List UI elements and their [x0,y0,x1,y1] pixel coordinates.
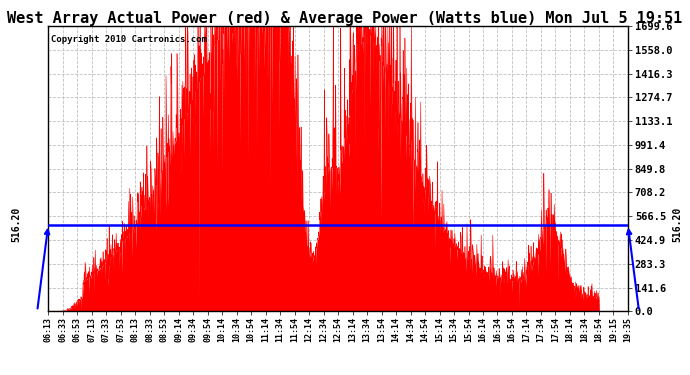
Text: 516.20: 516.20 [12,207,21,242]
Text: West Array Actual Power (red) & Average Power (Watts blue) Mon Jul 5 19:51: West Array Actual Power (red) & Average … [8,11,682,26]
Text: Copyright 2010 Cartronics.com: Copyright 2010 Cartronics.com [51,35,207,44]
Text: 516.20: 516.20 [672,207,682,242]
